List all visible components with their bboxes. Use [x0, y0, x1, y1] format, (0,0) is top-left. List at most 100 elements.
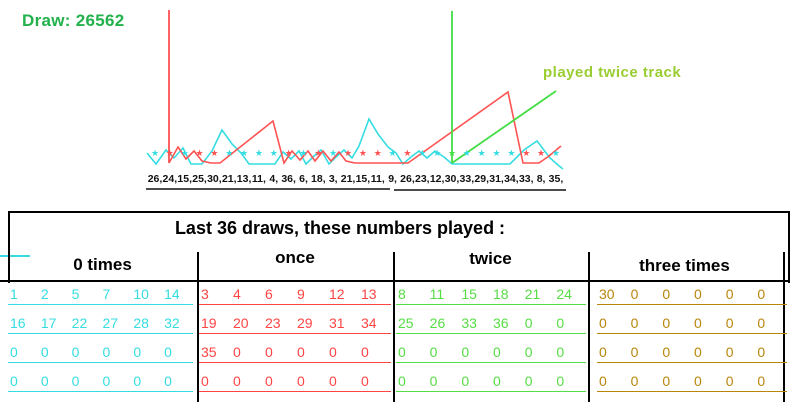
draw-number-label: 34,: [504, 173, 519, 185]
number-cell: 19: [201, 315, 217, 331]
number-cell: 9: [297, 286, 305, 302]
number-cell: 0: [662, 373, 671, 389]
draw-number-label: 12,: [430, 173, 445, 185]
draw-number-label: 21,: [222, 173, 237, 185]
table-header-underline: [0, 280, 790, 282]
number-cell: 0: [556, 315, 565, 331]
draw-star-marker: ★: [507, 148, 515, 158]
draw-star-marker: ★: [463, 148, 471, 158]
number-cell: 0: [329, 373, 337, 389]
table-row: 0 0 0 0 0 0: [8, 373, 193, 392]
number-cell: 18: [493, 286, 509, 302]
number-cell: 22: [71, 315, 88, 331]
number-cell: 17: [40, 315, 57, 331]
draw-number-title: Draw: 26562: [22, 11, 125, 30]
table-row: 0 0 0 0 0 0: [8, 344, 193, 363]
column-header-three-times: three times: [639, 256, 730, 275]
number-cell: 0: [233, 373, 241, 389]
draw-number-label: 9,: [388, 173, 397, 185]
draw-star-marker: ★: [537, 148, 545, 158]
number-cell: 0: [361, 373, 369, 389]
draw-star-marker: ★: [418, 148, 426, 158]
number-cell: 0: [10, 344, 18, 360]
draw-number-label: 8,: [537, 173, 546, 185]
played-twice-track-label: played twice track: [543, 64, 682, 81]
table-row: 35 0 0 0 0 0: [199, 344, 391, 363]
draw-number-label: 33,: [460, 173, 475, 185]
number-cell: 0: [398, 373, 406, 389]
number-cell: 0: [599, 315, 607, 331]
draw-star-marker: ★: [478, 148, 486, 158]
number-cell: 0: [398, 344, 406, 360]
number-cell: 10: [133, 286, 149, 302]
number-cell: 0: [361, 344, 369, 360]
draw-star-marker: ★: [389, 148, 397, 158]
draw-star-marker: ★: [255, 148, 263, 158]
number-cell: 0: [71, 344, 80, 360]
draw-star-marker: ★: [448, 148, 456, 158]
number-cell: 31: [329, 315, 345, 331]
number-cell: 0: [40, 344, 49, 360]
table-outline-box: [8, 211, 790, 283]
number-cell: 27: [102, 315, 119, 331]
draw-number-label: 18,: [311, 173, 326, 185]
number-cell: 0: [524, 315, 533, 331]
number-cell: 0: [133, 373, 142, 389]
draw-star-marker: ★: [374, 148, 382, 158]
number-cell: 0: [102, 373, 111, 389]
draw-number-label: 33,: [519, 173, 534, 185]
draw-number-label: 3,: [329, 173, 338, 185]
number-cell: 0: [493, 373, 501, 389]
table-row: 0 0 0 0 0 0: [199, 373, 391, 392]
number-cell: 0: [694, 286, 702, 302]
draw-star-marker: ★: [240, 148, 248, 158]
number-cell: 0: [630, 286, 639, 302]
number-cell: 0: [493, 344, 501, 360]
number-cell: 0: [599, 344, 607, 360]
draw-number-label: 11,: [252, 173, 266, 185]
table-row: 0 0 0 0 0 0: [597, 373, 787, 392]
number-cell: 36: [493, 315, 509, 331]
table-row: 0 0 0 0 0 0: [396, 373, 586, 392]
column-divider: [197, 252, 199, 402]
number-cell: 0: [757, 373, 766, 389]
number-cell: 14: [164, 286, 180, 302]
number-cell: 30: [599, 286, 615, 302]
draws-chart-svg: ★ 26, ★ 24, ★ 15, ★ 25, ★ 30, ★ 21, ★ 13, ★ 11, ★ 4, ★ 36, ★…: [146, 10, 566, 191]
column-divider: [393, 252, 395, 402]
number-cell: 0: [164, 373, 172, 389]
draw-star-marker: ★: [344, 148, 352, 158]
number-cell: 15: [461, 286, 477, 302]
draw-star-marker: ★: [552, 148, 560, 158]
draw-star-marker: ★: [225, 148, 233, 158]
number-cell: 0: [71, 373, 80, 389]
number-cell: 13: [361, 286, 377, 302]
number-cell: 8: [398, 286, 406, 302]
number-cell: 0: [164, 344, 172, 360]
number-cell: 0: [694, 315, 702, 331]
number-cell: 0: [429, 373, 438, 389]
number-cell: 0: [630, 373, 639, 389]
number-cell: 24: [556, 286, 572, 302]
number-cell: 12: [329, 286, 345, 302]
number-cell: 34: [361, 315, 377, 331]
number-cell: 0: [630, 315, 639, 331]
draw-star-marker: ★: [299, 148, 307, 158]
number-cell: 0: [297, 344, 305, 360]
draw-number-label: 25,: [192, 173, 207, 185]
number-cell: 16: [10, 315, 26, 331]
draw-number-label: 23,: [415, 173, 430, 185]
number-cell: 0: [599, 373, 607, 389]
draw-number-label: 26,: [148, 173, 163, 185]
number-cell: 0: [757, 344, 766, 360]
number-cell: 23: [265, 315, 281, 331]
draw-number-label: 31,: [489, 173, 504, 185]
number-cell: 0: [662, 315, 671, 331]
column-header-twice: twice: [469, 249, 512, 268]
draw-number-label: 4,: [269, 173, 278, 185]
draw-star-marker: ★: [493, 148, 501, 158]
draw-number-label: 11,: [371, 173, 385, 185]
draw-number-label: 29,: [474, 173, 489, 185]
table-row: 3 4 6 9 12 13: [199, 286, 391, 305]
